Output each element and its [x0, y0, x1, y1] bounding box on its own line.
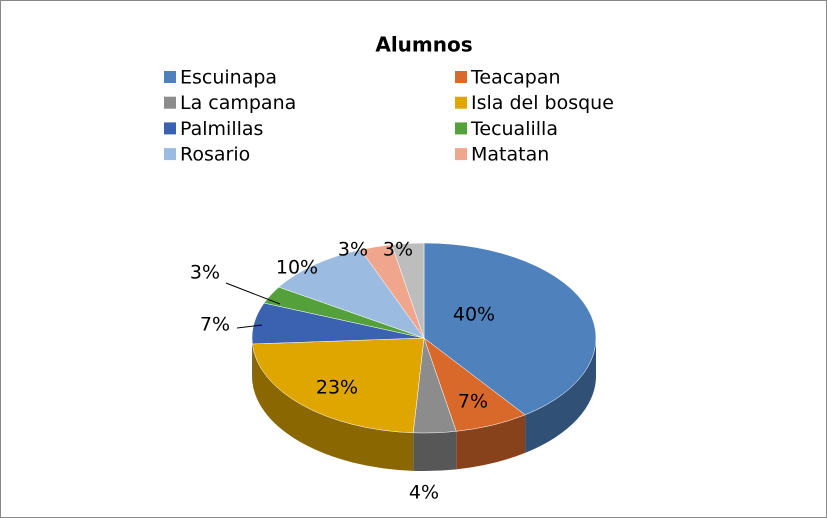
data-label: 7% — [458, 391, 488, 413]
legend-swatch — [164, 122, 176, 135]
legend-swatch — [455, 71, 467, 83]
slice-side — [525, 338, 596, 453]
chart-title: Alumnos — [375, 33, 472, 57]
legend-label: Matatan — [471, 144, 549, 166]
legend-swatch — [164, 148, 176, 161]
data-label: 3% — [190, 262, 220, 284]
data-label: 3% — [338, 239, 368, 261]
legend-swatch — [455, 148, 467, 161]
legend-swatch — [164, 96, 176, 109]
slice-side — [456, 414, 526, 470]
data-label: 23% — [316, 377, 358, 399]
leader-line — [225, 282, 281, 305]
data-label: 10% — [276, 257, 318, 279]
legend-label: La campana — [180, 92, 296, 114]
legend-label: Palmillas — [180, 118, 263, 140]
legend-label: Isla del bosque — [471, 92, 614, 114]
data-label: 40% — [453, 304, 495, 326]
slice — [252, 337, 425, 434]
slice-side — [252, 343, 414, 471]
slice — [278, 249, 425, 339]
legend-label: Rosario — [180, 144, 250, 166]
legend-label: Tecualilla — [470, 118, 558, 140]
slice-side — [413, 431, 457, 472]
data-label: 7% — [200, 314, 230, 336]
legend-swatch — [455, 96, 467, 109]
legend-swatch — [455, 122, 467, 135]
slice — [423, 242, 597, 416]
legend-label: Teacapan — [470, 67, 561, 89]
data-label: 4% — [409, 482, 439, 504]
legend-label: Escuinapa — [180, 67, 277, 89]
leader-line — [236, 324, 263, 329]
data-label: 3% — [383, 239, 413, 261]
slice — [391, 242, 425, 339]
legend-swatch — [164, 71, 176, 83]
